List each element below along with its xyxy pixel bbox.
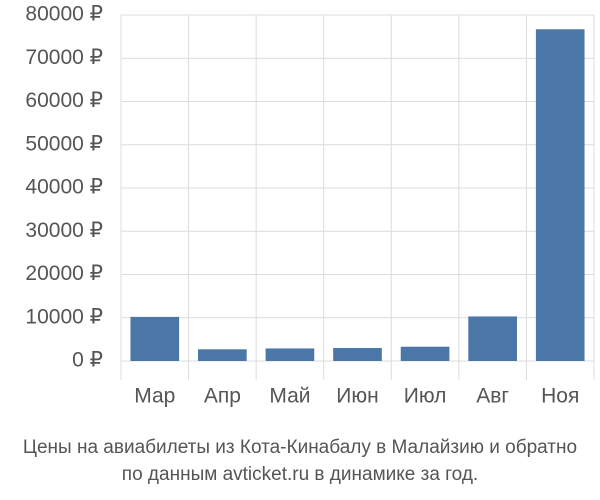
x-tick-label: Апр bbox=[204, 385, 241, 408]
y-tick-label: 0 ₽ bbox=[72, 349, 103, 372]
y-tick-label: 10000 ₽ bbox=[25, 305, 103, 328]
bar bbox=[130, 316, 180, 361]
x-tick-label: Июн bbox=[336, 385, 378, 408]
x-tick-label: Авг bbox=[476, 385, 509, 408]
x-tick-label: Ноя bbox=[541, 385, 579, 408]
y-tick-label: 70000 ₽ bbox=[25, 46, 103, 69]
y-tick-label: 50000 ₽ bbox=[25, 132, 103, 155]
x-tick-label: Июл bbox=[404, 385, 447, 408]
y-tick-label: 60000 ₽ bbox=[25, 89, 103, 112]
bar bbox=[198, 349, 247, 361]
x-tick-label: Май bbox=[269, 385, 310, 408]
x-tick-label: Мар bbox=[134, 385, 175, 408]
bar bbox=[333, 348, 382, 361]
y-tick-label: 80000 ₽ bbox=[25, 3, 103, 26]
bar bbox=[535, 29, 585, 362]
bar bbox=[265, 348, 315, 361]
y-tick-label: 20000 ₽ bbox=[25, 262, 103, 285]
bar bbox=[468, 316, 517, 361]
chart-title: Цены на авиабилеты из Кота-Кинабалу в Ма… bbox=[23, 437, 577, 458]
y-tick-label: 30000 ₽ bbox=[25, 219, 103, 242]
chart-subtitle: по данным avticket.ru в динамике за год. bbox=[122, 464, 478, 485]
bar bbox=[400, 346, 450, 361]
y-tick-label: 40000 ₽ bbox=[25, 176, 103, 199]
